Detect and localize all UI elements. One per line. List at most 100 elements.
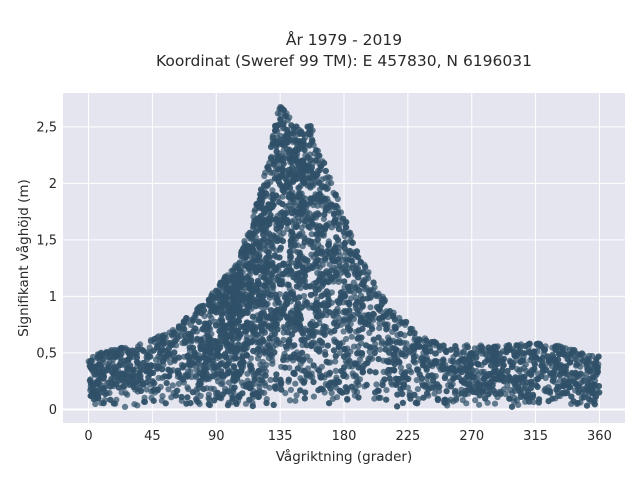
data-point [273, 336, 280, 343]
data-point [174, 387, 181, 394]
data-point [301, 269, 308, 276]
data-point [331, 379, 338, 386]
data-point [280, 121, 287, 128]
data-point [303, 342, 310, 349]
data-point [301, 146, 308, 154]
data-point [571, 347, 578, 354]
data-point [489, 382, 496, 389]
data-point [240, 245, 247, 252]
data-point [584, 380, 592, 387]
data-point [528, 380, 535, 387]
data-point [351, 360, 358, 367]
data-point [485, 344, 492, 351]
data-point [194, 306, 201, 313]
data-point [307, 199, 314, 206]
data-point [263, 399, 270, 407]
data-point [236, 393, 243, 401]
data-point [294, 193, 301, 200]
data-point [268, 245, 275, 252]
data-point [118, 389, 125, 396]
data-point [358, 340, 365, 347]
data-point [506, 395, 513, 402]
data-point [244, 296, 251, 303]
data-point [471, 345, 478, 352]
data-point [291, 370, 298, 377]
data-point [490, 375, 497, 382]
data-point [272, 127, 279, 134]
data-point [178, 393, 185, 401]
data-point [269, 360, 276, 367]
data-point [216, 292, 223, 299]
data-point [154, 343, 161, 351]
data-point [321, 160, 328, 167]
data-point [222, 325, 229, 332]
data-point [335, 256, 342, 263]
data-point [293, 392, 300, 399]
data-point [531, 348, 538, 355]
data-point [354, 310, 361, 317]
data-point [579, 378, 587, 385]
data-point [570, 378, 577, 385]
data-point [134, 346, 141, 353]
data-point [201, 320, 208, 327]
data-point [211, 397, 218, 404]
data-point [362, 318, 369, 326]
data-point [137, 341, 144, 348]
data-point [149, 378, 156, 385]
data-point [313, 279, 320, 286]
data-point [383, 387, 390, 394]
data-point [513, 375, 520, 382]
data-point [96, 385, 104, 392]
data-point [282, 364, 289, 371]
data-point [217, 360, 224, 367]
data-point [375, 394, 382, 401]
data-point [502, 391, 509, 398]
data-point [291, 327, 298, 334]
data-point [351, 268, 358, 275]
data-point [232, 355, 240, 362]
data-point [233, 400, 240, 407]
data-point [392, 346, 399, 353]
data-point [363, 381, 370, 388]
data-point [186, 344, 193, 351]
data-point [307, 321, 314, 328]
data-point [532, 354, 539, 361]
data-point [282, 176, 289, 183]
data-point [175, 380, 182, 387]
data-point [261, 217, 268, 224]
data-point [400, 381, 408, 388]
data-point [309, 264, 316, 271]
data-point [313, 231, 320, 238]
data-point [315, 191, 322, 198]
data-point [376, 346, 384, 353]
data-point [387, 339, 394, 346]
data-point [312, 321, 319, 329]
data-point [573, 361, 580, 368]
data-point [373, 381, 380, 388]
data-point [330, 312, 337, 319]
data-point [316, 167, 323, 174]
data-point [290, 173, 297, 181]
chart-title-line1: År 1979 - 2019 [286, 30, 402, 49]
data-point [399, 390, 406, 398]
data-point [383, 326, 390, 333]
data-point [102, 391, 109, 398]
data-point [514, 384, 522, 391]
data-point [322, 206, 330, 213]
data-point [372, 369, 379, 376]
data-point [288, 238, 295, 245]
data-point [100, 400, 107, 407]
data-point [302, 389, 309, 396]
data-point [208, 315, 215, 322]
data-point [423, 337, 430, 344]
data-point [219, 318, 226, 325]
data-point [315, 211, 322, 218]
data-point [583, 402, 591, 409]
data-point [318, 339, 326, 346]
data-point [315, 387, 322, 394]
data-point [94, 377, 101, 385]
data-point [452, 387, 459, 394]
data-point [539, 367, 547, 374]
data-point [332, 367, 339, 374]
data-point [357, 259, 364, 266]
